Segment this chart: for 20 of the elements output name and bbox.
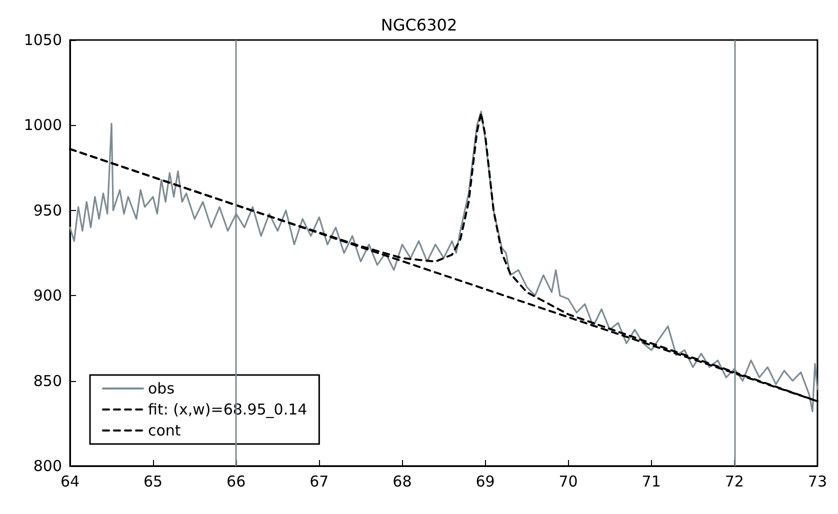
y-tick-label: 800: [33, 457, 62, 475]
y-tick-label: 900: [33, 286, 62, 305]
x-tick-label: 73: [808, 472, 828, 490]
x-tick-label: 69: [476, 472, 495, 490]
x-tick-label: 68: [392, 472, 412, 490]
x-tick-label: 71: [642, 472, 661, 490]
chart-title: NGC6302: [380, 16, 458, 34]
legend-label: obs: [148, 380, 175, 398]
legend-label: fit: (x,w)=68.95_0.14: [148, 400, 308, 418]
y-tick-label: 1000: [24, 116, 62, 134]
y-tick-label: 1050: [24, 31, 62, 49]
x-tick-label: 67: [310, 472, 329, 490]
x-tick-label: 70: [558, 472, 578, 490]
x-tick-label: 72: [724, 472, 744, 490]
x-tick-label: 65: [144, 472, 163, 490]
y-tick-label: 950: [33, 201, 62, 220]
x-tick-label: 64: [60, 472, 80, 490]
x-tick-label: 66: [226, 472, 246, 490]
legend-label: cont: [148, 422, 181, 440]
y-tick-label: 850: [33, 372, 62, 390]
